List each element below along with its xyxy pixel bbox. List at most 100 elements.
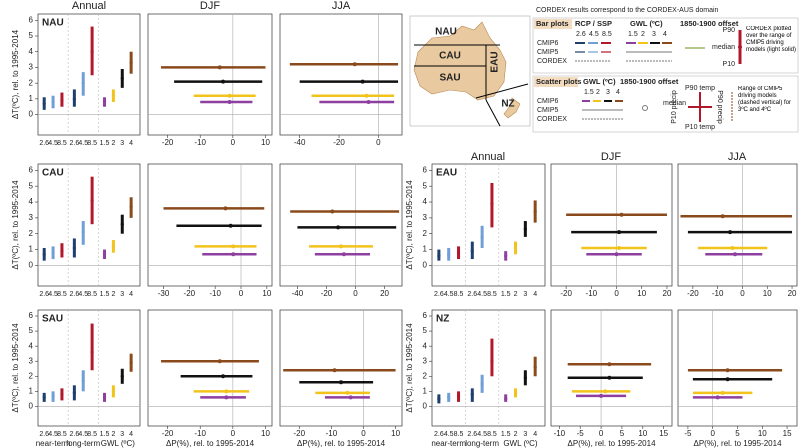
y-tick-label: 1 [423, 245, 428, 254]
x-tick-label: -40 [294, 138, 306, 147]
median [111, 94, 115, 98]
scatter-point [330, 209, 335, 214]
x-tick-label: 4.5 [477, 291, 487, 298]
scatter-point [221, 79, 226, 84]
scatter-point [227, 100, 232, 104]
x-tick-label: 2.6 [39, 140, 49, 147]
y-tick-label: 3 [29, 213, 34, 222]
x-tick-label: 0 [239, 289, 244, 298]
x-tick-label: 3 [523, 431, 527, 438]
x-tick-label: -5 [577, 429, 585, 438]
plot-frame [37, 163, 141, 287]
scatter-point [617, 245, 622, 250]
median [504, 397, 508, 401]
median [437, 254, 441, 258]
x-tick-label: 10 [638, 429, 647, 438]
scatter-point [348, 395, 353, 400]
x-tick-label: 4.5 [444, 291, 454, 298]
legend-title: CORDEX results correspond to the CORDEX-… [536, 7, 719, 14]
y-tick-label: 3 [29, 63, 34, 72]
scatter-point [231, 244, 236, 249]
plot-frame [279, 163, 403, 287]
x-tick-label: 1.5 [501, 291, 511, 298]
x-tick-label: -20 [333, 138, 345, 147]
legend: CORDEX results correspond to the CORDEX-… [532, 7, 799, 133]
legend-gwl: 2 [641, 31, 645, 38]
median [111, 389, 115, 393]
y-tick-label: 5 [29, 31, 34, 40]
y-tick-label: 0 [29, 261, 34, 270]
scatter-point [352, 62, 357, 67]
x-tick-label: 4 [129, 140, 133, 147]
plot-frame [147, 309, 273, 427]
median [456, 394, 461, 398]
map-label: EAU [490, 51, 501, 72]
scatter-point [599, 393, 604, 398]
legend-gwl: 4 [616, 89, 620, 96]
x-tick-label: 8.5 [487, 291, 497, 298]
x-tick-label: 3 [120, 431, 124, 438]
x-tick-label: 0 [376, 138, 381, 147]
x-tick-label: 4.5 [477, 431, 487, 438]
plot-frame [279, 13, 403, 136]
median [447, 252, 451, 256]
legend-row: CORDEX [537, 116, 567, 123]
median [513, 391, 518, 395]
scatter-point [228, 223, 233, 228]
y-tick-label: 6 [29, 311, 34, 320]
median [447, 395, 451, 399]
y-axis-label: ΔT(ºC), rel. to 1995-2014 [11, 323, 20, 413]
x-tick-label: 15 [659, 429, 668, 438]
x-tick-label: 20 [788, 289, 797, 298]
median [60, 249, 64, 253]
y-tick-label: 4 [29, 47, 34, 56]
y-tick-label: 5 [29, 181, 34, 190]
scatter-point [224, 395, 229, 400]
median [60, 392, 64, 396]
scatter-point [336, 225, 341, 230]
region-label: SAU [42, 314, 63, 325]
median [51, 394, 55, 398]
x-tick-label: -20 [184, 289, 196, 298]
x-tick-label: 8.5 [87, 431, 97, 438]
x-tick-label: 2 [111, 291, 115, 298]
median [523, 376, 527, 380]
scatter-point [725, 377, 730, 382]
median [523, 227, 527, 231]
scatter-point [341, 252, 346, 257]
legend-row: CORDEX [537, 58, 567, 65]
y-tick-label: 5 [423, 326, 428, 335]
scatter-point [224, 389, 229, 394]
median [129, 61, 133, 65]
x-tick-label: 4 [533, 431, 537, 438]
legend-heading: GWL (ºC) [630, 19, 663, 28]
plot-frame [147, 13, 273, 136]
x-tick-label: 4.5 [78, 291, 88, 298]
x-tick-label: -20 [687, 289, 699, 298]
x-tick-label: 8.5 [87, 140, 97, 147]
x-axis-label: ΔP(%), rel. to 1995-2014 [297, 439, 386, 448]
legend-heading: RCP / SSP [575, 19, 612, 28]
scatter-point [733, 252, 738, 257]
x-tick-label: 4 [129, 431, 133, 438]
x-tick-label: 10 [391, 429, 400, 438]
y-tick-label: 1 [29, 386, 34, 395]
y-tick-label: 6 [29, 15, 34, 24]
legend-gwl: 1.5 [584, 89, 594, 96]
y-tick-label: 1 [29, 245, 34, 254]
legend-p10: P10 [723, 61, 736, 68]
scatter-point [339, 380, 343, 385]
x-tick-label: 4.5 [444, 431, 454, 438]
y-tick-label: 2 [29, 229, 34, 238]
x-tick-label: 8.5 [454, 431, 464, 438]
x-tick-label: 15 [783, 429, 792, 438]
x-tick-label: 3 [120, 140, 124, 147]
median [90, 350, 94, 354]
median [470, 249, 474, 253]
scatter-point [619, 212, 624, 217]
legend-row: CMIP6 [537, 98, 559, 105]
scatter-point [617, 230, 622, 235]
median [456, 251, 461, 255]
median [72, 97, 76, 101]
